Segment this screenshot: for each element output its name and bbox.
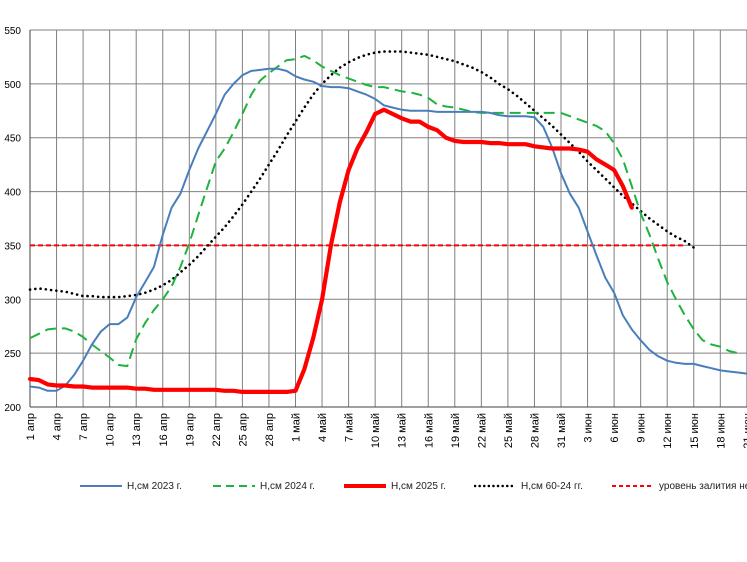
series-line [29,67,747,392]
y-tick-label: 450 [4,134,21,145]
legend-label: Н,см 2023 г. [127,480,182,492]
y-tick-label: 550 [4,26,21,37]
x-tick-label: 15 июн [689,413,701,449]
y-tick-label: 250 [4,349,21,360]
legend-item: Н,см 2024 г. [213,476,315,496]
x-tick-label: 9 июн [636,413,648,443]
x-tick-label: 4 май [317,413,329,442]
x-tick-label: 18 июн [715,413,727,449]
legend-item: уровень залития нерест [612,476,747,496]
x-tick-label: 28 май [529,413,541,448]
x-tick-label: 13 май [397,413,409,448]
x-tick-label: 6 июн [609,413,621,443]
y-tick-label: 500 [4,80,21,91]
axes [29,30,747,408]
legend-swatch-60-24 [474,484,516,488]
series-line [29,54,739,368]
x-tick-label: 19 май [450,413,462,448]
legend-item: Н,см 2023 г. [80,476,182,496]
x-tick-label: 12 июн [662,413,674,449]
series-lines [27,50,747,394]
x-tick-label: 21 июн [742,413,747,449]
x-tick-label: 25 май [503,413,515,448]
legend-swatch-2024 [213,485,255,487]
x-tick-label: 4 апр [52,413,64,440]
x-tick-label: 7 май [344,413,356,442]
legend-label: уровень залития нерест [659,480,747,492]
x-tick-label: 3 июн [583,413,595,443]
x-tick-label: 10 май [370,413,382,448]
x-tick-label: 1 апр [25,413,37,440]
x-tick-label: 10 апр [105,413,117,446]
x-tick-label: 1 май [291,413,303,442]
x-tick-label: 13 апр [131,413,143,446]
y-tick-label: 400 [4,188,21,199]
legend-swatch-2025 [344,484,386,488]
x-tick-label: 28 апр [264,413,276,446]
x-tick-label: 16 апр [158,413,170,446]
x-tick-label: 7 апр [78,413,90,440]
x-tick-label: 16 май [423,413,435,448]
legend-swatch-spawning-level [612,485,654,487]
y-tick-label: 350 [4,241,21,252]
x-tick-label: 19 апр [184,413,196,446]
y-tick-label: 300 [4,295,21,306]
legend-swatch-2023 [80,485,122,487]
x-tick-label: 22 май [476,413,488,448]
tick-labels: 1 апр 4 апр 7 апр 10 апр 13 апр 16 апр 19 апр 2… [4,26,747,449]
x-tick-label: 25 апр [237,413,249,446]
x-tick-label: 31 май [556,413,568,448]
series-line [28,50,696,299]
legend-item: Н,см 2025 г. [344,476,446,496]
y-tick-label: 200 [4,403,21,414]
legend-item: Н,см 60-24 гг. [474,476,583,496]
legend-label: Н,см 60-24 гг. [521,480,583,492]
legend: Н,см 2023 г. Н,см 2024 г. Н,см 2025 г. Н… [0,476,747,496]
series-line [27,107,634,394]
x-tick-label: 22 апр [211,413,223,446]
legend-label: Н,см 2024 г. [260,480,315,492]
legend-label: Н,см 2025 г. [391,480,446,492]
